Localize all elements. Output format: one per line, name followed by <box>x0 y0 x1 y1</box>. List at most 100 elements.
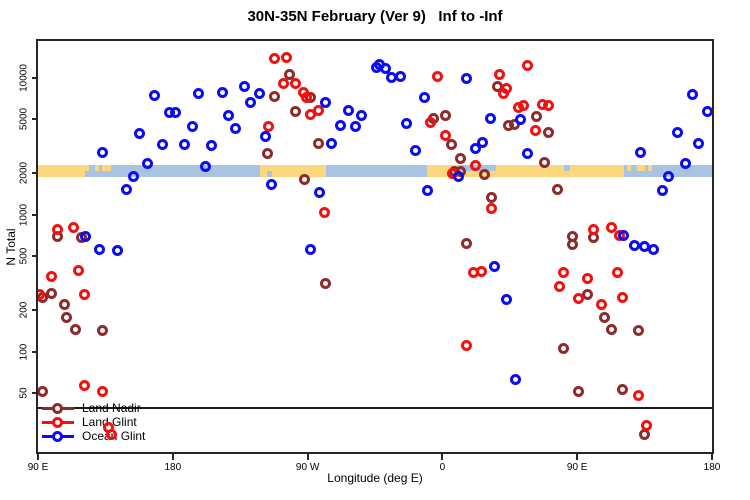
data-point-land-glint <box>278 78 290 90</box>
data-point-land-nadir <box>633 324 645 336</box>
data-point-land-nadir <box>573 386 585 398</box>
data-point-ocean-glint <box>356 109 368 121</box>
data-point-ocean-glint <box>120 183 132 195</box>
data-point-ocean-glint <box>418 91 430 103</box>
data-point-ocean-glint <box>200 161 212 173</box>
data-point-ocean-glint <box>453 171 465 183</box>
data-point-ocean-glint <box>170 107 182 119</box>
x-tick <box>576 454 579 460</box>
data-point-land-nadir <box>261 148 273 160</box>
map-band-island <box>647 164 653 171</box>
data-point-land-glint <box>543 100 555 112</box>
data-point-land-glint <box>640 419 652 431</box>
data-point-land-glint <box>290 78 302 90</box>
y-tick <box>32 213 38 216</box>
data-point-land-nadir <box>439 109 451 121</box>
data-point-ocean-glint <box>179 139 191 151</box>
data-point-ocean-glint <box>489 260 501 272</box>
y-tick-label: 5000 <box>18 107 30 130</box>
data-point-ocean-glint <box>260 130 272 142</box>
data-point-ocean-glint <box>320 96 332 108</box>
data-point-ocean-glint <box>141 157 153 169</box>
map-band-island <box>94 164 100 171</box>
data-point-land-nadir <box>582 289 594 301</box>
x-tick-label: 90 E <box>566 462 588 473</box>
data-point-land-glint <box>96 386 108 398</box>
data-point-land-glint <box>38 288 45 300</box>
legend-label: Land Nadir <box>82 401 141 415</box>
y-tick <box>32 76 38 79</box>
data-point-ocean-glint <box>409 144 421 156</box>
threshold-line <box>38 406 712 409</box>
data-point-land-glint <box>573 292 585 304</box>
data-point-land-nadir <box>598 312 610 324</box>
data-point-land-glint <box>612 267 624 279</box>
data-point-land-nadir <box>96 324 108 336</box>
data-point-land-nadir <box>45 288 57 300</box>
y-tick-label: 500 <box>18 247 30 265</box>
data-point-land-glint <box>522 60 534 72</box>
data-point-ocean-glint <box>477 136 489 148</box>
data-point-land-glint <box>72 265 84 277</box>
data-point-land-glint <box>529 125 541 137</box>
data-point-land-glint <box>582 273 594 285</box>
data-point-ocean-glint <box>421 184 433 196</box>
x-tick <box>306 454 309 460</box>
data-point-land-glint <box>432 70 444 82</box>
data-point-land-nadir <box>454 152 466 164</box>
data-point-ocean-glint <box>687 88 699 100</box>
data-point-land-nadir <box>60 312 72 324</box>
data-point-land-glint <box>558 267 570 279</box>
data-point-land-glint <box>424 117 436 129</box>
chart-title: 30N-35N February (Ver 9) Inf to -Inf <box>247 8 503 25</box>
data-point-land-nadir <box>38 386 48 398</box>
data-point-land-nadir <box>567 239 579 251</box>
data-point-ocean-glint <box>460 73 472 85</box>
x-tick <box>711 454 713 460</box>
x-tick-label: 180 <box>703 462 721 473</box>
data-point-land-glint <box>318 207 330 219</box>
data-point-land-glint <box>269 52 281 64</box>
data-point-land-nadir <box>552 183 564 195</box>
x-tick <box>37 454 39 460</box>
map-band-land <box>38 164 86 178</box>
map-band-island <box>626 164 632 171</box>
data-point-ocean-glint <box>634 146 646 158</box>
data-point-land-nadir <box>616 383 628 395</box>
data-point-land-nadir <box>312 138 324 150</box>
data-point-ocean-glint <box>335 120 347 132</box>
data-point-ocean-glint <box>618 230 630 242</box>
data-point-land-glint <box>312 105 324 117</box>
data-point-ocean-glint <box>679 157 691 169</box>
legend-marker-circle <box>52 431 63 442</box>
data-point-land-nadir <box>299 174 311 186</box>
map-band-land <box>260 164 326 178</box>
legend-marker-circle <box>52 403 63 414</box>
data-point-land-nadir <box>460 237 472 249</box>
data-point-land-nadir <box>538 157 550 168</box>
data-point-ocean-glint <box>245 96 257 108</box>
data-point-land-nadir <box>269 90 281 102</box>
data-point-land-glint <box>595 299 607 311</box>
data-point-land-glint <box>469 159 481 171</box>
map-band-island <box>85 164 89 171</box>
y-tick-label: 200 <box>18 302 30 319</box>
data-point-land-glint <box>498 88 510 100</box>
data-point-land-glint <box>68 221 80 233</box>
x-tick-label: 90 W <box>295 462 320 473</box>
data-point-ocean-glint <box>326 138 338 150</box>
data-point-land-nadir <box>284 69 296 81</box>
data-point-ocean-glint <box>314 186 326 198</box>
data-point-land-nadir <box>606 323 618 335</box>
data-point-land-nadir <box>558 342 570 354</box>
data-point-ocean-glint <box>693 138 705 150</box>
data-point-land-glint <box>475 265 487 277</box>
data-point-land-nadir <box>59 298 71 310</box>
data-point-ocean-glint <box>93 243 105 255</box>
data-point-ocean-glint <box>128 170 140 182</box>
data-point-ocean-glint <box>266 178 278 190</box>
data-point-ocean-glint <box>216 86 228 98</box>
data-point-ocean-glint <box>501 294 513 305</box>
y-tick-label: 2000 <box>18 162 30 185</box>
